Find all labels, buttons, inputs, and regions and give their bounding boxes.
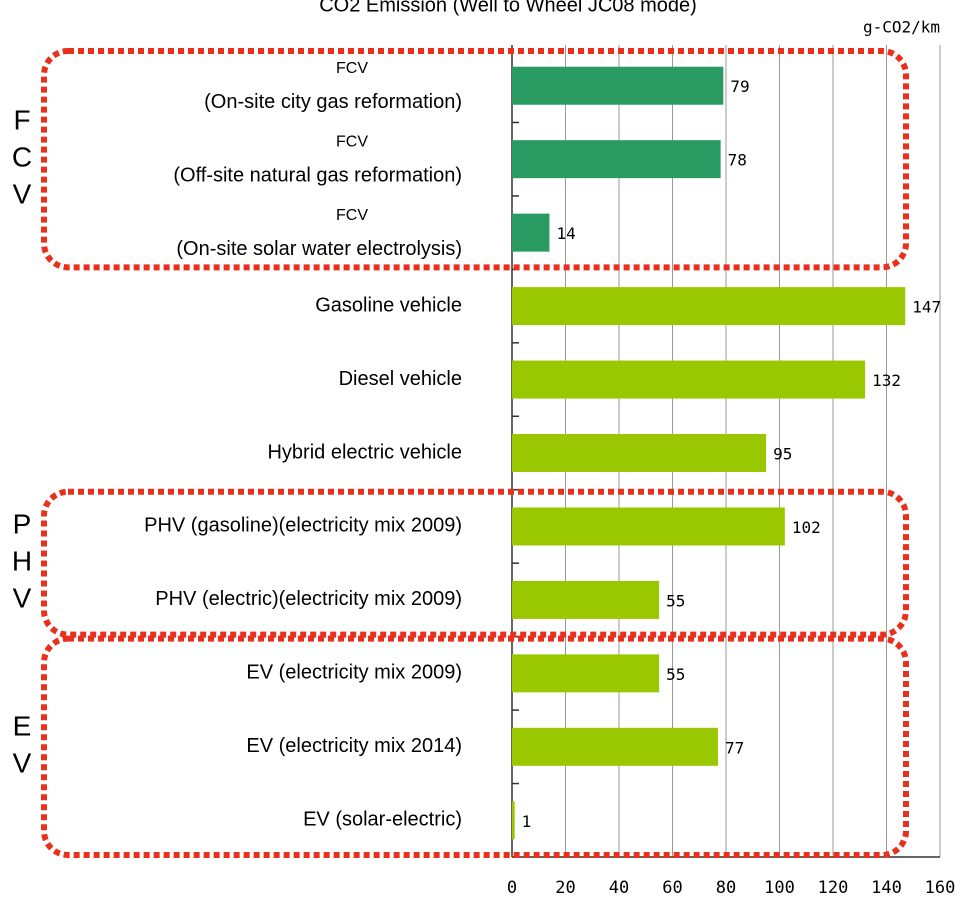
bar — [512, 213, 550, 252]
value-label: 102 — [792, 518, 821, 537]
value-label: 55 — [666, 665, 685, 684]
group-letter: E — [13, 711, 32, 742]
group-letter: V — [13, 748, 32, 779]
category-label: PHV (electric)(electricity mix 2009) — [155, 588, 462, 610]
bar — [512, 287, 906, 326]
value-label: 95 — [773, 445, 792, 464]
bar — [512, 801, 515, 840]
value-label: 77 — [725, 738, 744, 757]
bar — [512, 66, 724, 105]
group-letter: C — [12, 142, 32, 173]
x-tick-label: 20 — [555, 878, 575, 898]
group-letter: P — [13, 509, 32, 540]
category-label: (Off-site natural gas reformation) — [173, 164, 462, 186]
value-label: 147 — [912, 298, 941, 317]
group-box — [41, 635, 909, 858]
category-label: Hybrid electric vehicle — [267, 441, 462, 463]
bar — [512, 360, 866, 399]
category-label: Gasoline vehicle — [315, 294, 462, 316]
value-label: 132 — [872, 371, 901, 390]
category-label: (On-site city gas reformation) — [204, 91, 462, 113]
x-tick-label: 40 — [609, 878, 629, 898]
category-label: Diesel vehicle — [339, 368, 462, 390]
category-label: FCV — [336, 133, 368, 150]
category-label: EV (solar-electric) — [303, 809, 462, 831]
unit-label: g-CO2/km — [863, 18, 940, 37]
value-label: 55 — [666, 591, 685, 610]
group-box — [41, 48, 909, 271]
value-label: 79 — [730, 77, 749, 96]
x-tick-label: 160 — [925, 878, 956, 898]
bar — [512, 727, 718, 766]
category-label: (On-site solar water electrolysis) — [176, 238, 462, 260]
group-letter: V — [13, 179, 32, 210]
bar — [512, 507, 785, 546]
group-letter: V — [13, 583, 32, 614]
bar — [512, 140, 721, 179]
value-label: 14 — [556, 224, 575, 243]
x-tick-label: 80 — [716, 878, 736, 898]
bar — [512, 654, 660, 693]
bar — [512, 434, 767, 472]
value-label: 1 — [522, 812, 532, 831]
category-label: FCV — [336, 60, 368, 77]
group-letter: H — [12, 546, 32, 577]
x-tick-label: 100 — [764, 878, 795, 898]
category-label: EV (electricity mix 2014) — [246, 735, 462, 757]
x-tick-label: 140 — [871, 878, 902, 898]
category-label: EV (electricity mix 2009) — [246, 662, 462, 684]
bar — [512, 580, 660, 619]
value-label: 78 — [728, 151, 747, 170]
category-label: FCV — [336, 207, 368, 224]
x-tick-label: 60 — [662, 878, 682, 898]
x-tick-label: 120 — [818, 878, 849, 898]
category-label: PHV (gasoline)(electricity mix 2009) — [144, 515, 462, 537]
group-box — [41, 488, 909, 638]
group-letter: F — [13, 105, 30, 136]
x-tick-label: 0 — [507, 878, 517, 898]
chart-title: CO2 Emission (Well to Wheel JC08 mode) — [319, 0, 697, 16]
